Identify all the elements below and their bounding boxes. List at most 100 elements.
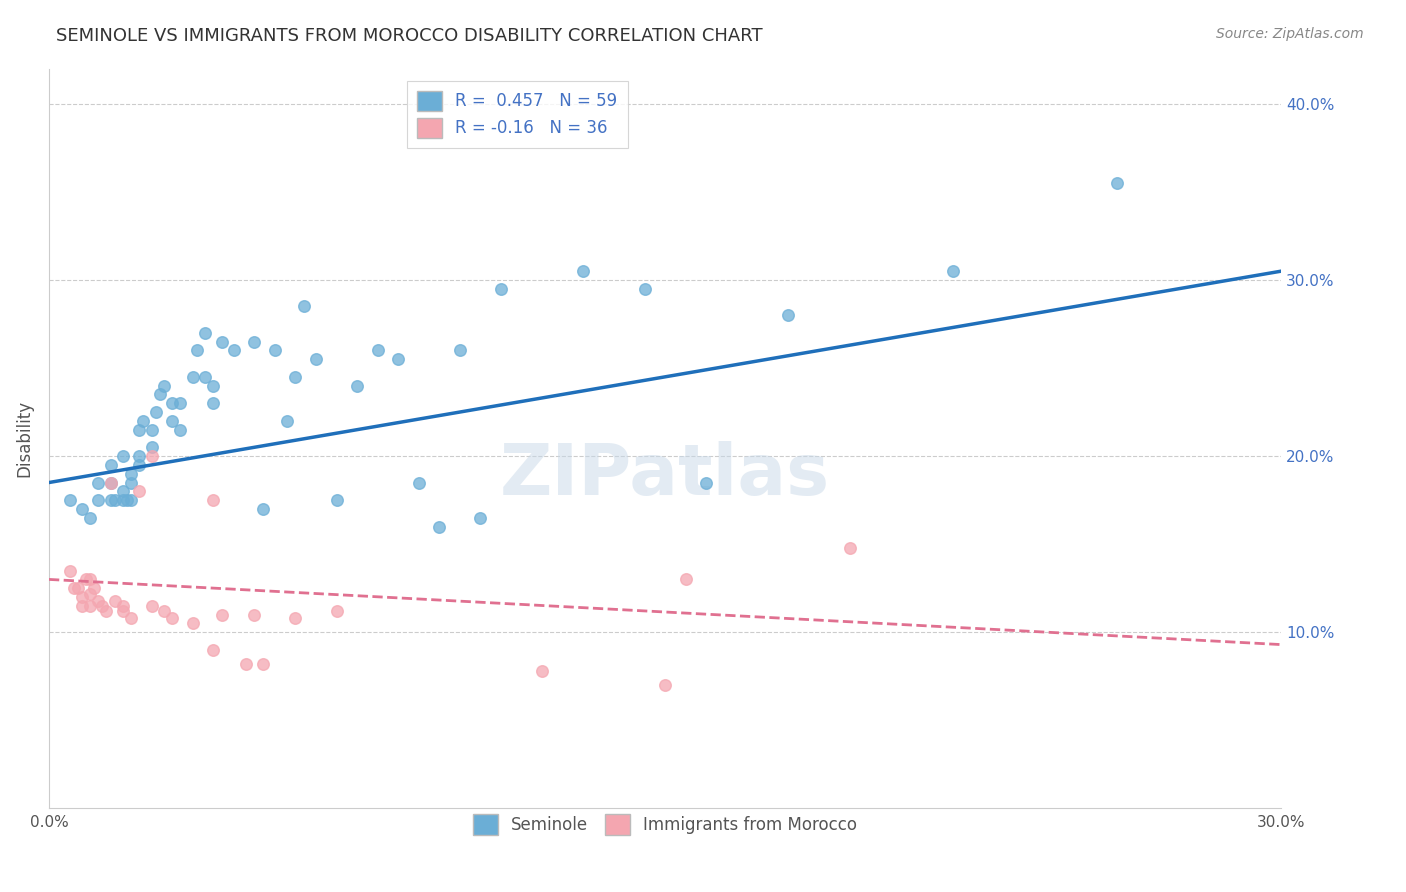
Point bbox=[530, 664, 553, 678]
Point bbox=[120, 475, 142, 490]
Point bbox=[186, 343, 208, 358]
Point bbox=[276, 414, 298, 428]
Point bbox=[252, 657, 274, 671]
Point bbox=[211, 607, 233, 622]
Point bbox=[305, 352, 328, 367]
Point bbox=[292, 299, 315, 313]
Point bbox=[141, 449, 163, 463]
Point bbox=[111, 599, 134, 613]
Point bbox=[79, 573, 101, 587]
Point bbox=[120, 467, 142, 481]
Point bbox=[128, 449, 150, 463]
Point bbox=[66, 581, 89, 595]
Point bbox=[202, 378, 225, 392]
Point bbox=[427, 519, 450, 533]
Point bbox=[1107, 176, 1129, 190]
Point bbox=[222, 343, 245, 358]
Point bbox=[211, 334, 233, 349]
Point bbox=[70, 590, 93, 604]
Legend: Seminole, Immigrants from Morocco: Seminole, Immigrants from Morocco bbox=[463, 805, 868, 845]
Point bbox=[96, 604, 118, 618]
Point bbox=[572, 264, 595, 278]
Point bbox=[160, 396, 183, 410]
Y-axis label: Disability: Disability bbox=[15, 400, 32, 477]
Point bbox=[367, 343, 389, 358]
Point bbox=[128, 423, 150, 437]
Point bbox=[87, 475, 110, 490]
Point bbox=[100, 493, 122, 508]
Point bbox=[111, 484, 134, 499]
Point bbox=[169, 396, 191, 410]
Point bbox=[141, 423, 163, 437]
Point bbox=[160, 611, 183, 625]
Point bbox=[408, 475, 430, 490]
Point bbox=[153, 604, 176, 618]
Point bbox=[128, 458, 150, 472]
Point bbox=[194, 326, 217, 340]
Point bbox=[58, 493, 80, 508]
Point bbox=[243, 334, 266, 349]
Point bbox=[202, 396, 225, 410]
Point bbox=[654, 678, 676, 692]
Point bbox=[79, 586, 101, 600]
Point bbox=[91, 599, 114, 613]
Point bbox=[75, 573, 97, 587]
Point bbox=[778, 308, 800, 322]
Text: Source: ZipAtlas.com: Source: ZipAtlas.com bbox=[1216, 27, 1364, 41]
Point bbox=[695, 475, 717, 490]
Point bbox=[70, 599, 93, 613]
Point bbox=[115, 493, 138, 508]
Point bbox=[387, 352, 409, 367]
Point bbox=[346, 378, 368, 392]
Point bbox=[470, 510, 492, 524]
Point bbox=[202, 493, 225, 508]
Point bbox=[100, 475, 122, 490]
Point bbox=[264, 343, 287, 358]
Text: ZIPatlas: ZIPatlas bbox=[501, 441, 831, 510]
Point bbox=[235, 657, 257, 671]
Point bbox=[62, 581, 84, 595]
Point bbox=[633, 282, 655, 296]
Point bbox=[145, 405, 167, 419]
Point bbox=[194, 369, 217, 384]
Point bbox=[202, 643, 225, 657]
Point bbox=[79, 510, 101, 524]
Point bbox=[942, 264, 965, 278]
Point bbox=[160, 414, 183, 428]
Point bbox=[141, 599, 163, 613]
Point bbox=[104, 493, 127, 508]
Point bbox=[111, 493, 134, 508]
Point bbox=[111, 604, 134, 618]
Point bbox=[325, 493, 347, 508]
Point bbox=[111, 449, 134, 463]
Point bbox=[449, 343, 471, 358]
Point bbox=[169, 423, 191, 437]
Point bbox=[839, 541, 862, 555]
Point bbox=[70, 502, 93, 516]
Point bbox=[325, 604, 347, 618]
Point bbox=[284, 611, 307, 625]
Point bbox=[120, 493, 142, 508]
Point bbox=[100, 458, 122, 472]
Point bbox=[79, 599, 101, 613]
Point bbox=[489, 282, 512, 296]
Point bbox=[243, 607, 266, 622]
Point bbox=[83, 581, 105, 595]
Point bbox=[128, 484, 150, 499]
Point bbox=[675, 573, 697, 587]
Text: SEMINOLE VS IMMIGRANTS FROM MOROCCO DISABILITY CORRELATION CHART: SEMINOLE VS IMMIGRANTS FROM MOROCCO DISA… bbox=[56, 27, 763, 45]
Point bbox=[181, 616, 204, 631]
Point bbox=[284, 369, 307, 384]
Point bbox=[87, 493, 110, 508]
Point bbox=[141, 440, 163, 454]
Point bbox=[181, 369, 204, 384]
Point bbox=[153, 378, 176, 392]
Point bbox=[87, 593, 110, 607]
Point bbox=[100, 475, 122, 490]
Point bbox=[104, 593, 127, 607]
Point bbox=[120, 611, 142, 625]
Point bbox=[132, 414, 155, 428]
Point bbox=[149, 387, 172, 401]
Point bbox=[58, 564, 80, 578]
Point bbox=[252, 502, 274, 516]
